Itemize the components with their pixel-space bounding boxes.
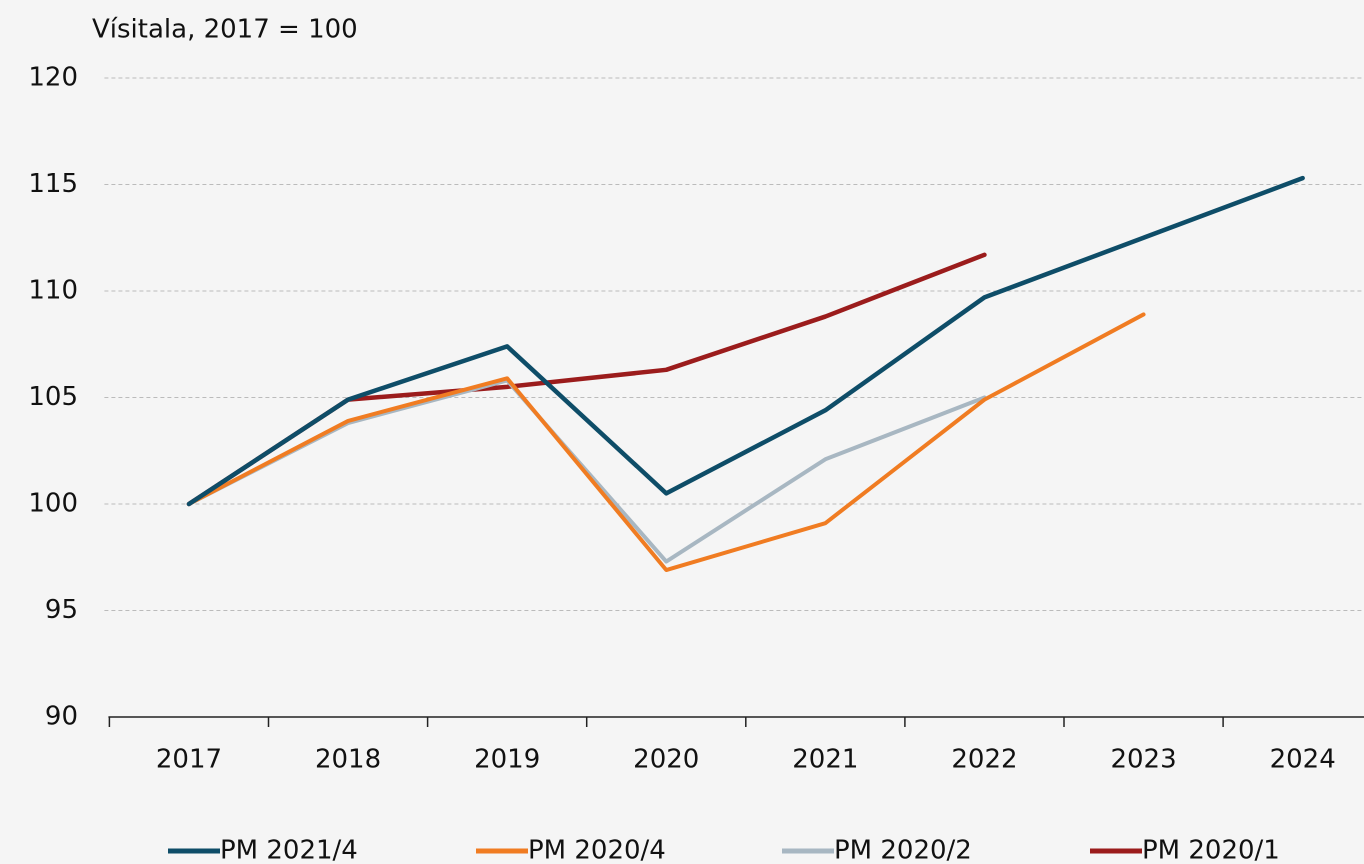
series-line [186,175,1305,507]
y-tick-label: 95 [45,595,78,625]
y-tick-label: 115 [28,169,78,199]
legend-label: PM 2021/4 [220,836,358,864]
x-tick-label: 2021 [792,745,858,775]
legend-label: PM 2020/1 [1142,836,1280,864]
x-tick-label: 2020 [633,745,699,775]
legend-label: PM 2020/4 [528,836,666,864]
series-line [186,312,1146,573]
x-tick-label: 2023 [1110,745,1176,775]
x-tick-label: 2019 [474,745,540,775]
y-tick-label: 120 [28,63,78,93]
series-line [186,378,987,564]
y-tick-label: 90 [45,702,78,732]
x-tick-label: 2018 [315,745,381,775]
y-tick-label: 105 [28,382,78,412]
y-tick-label: 110 [28,276,78,306]
x-tick-label: 2017 [156,745,222,775]
legend-label: PM 2020/2 [834,836,972,864]
y-axis-label: Vísitala, 2017 = 100 [92,15,358,45]
x-tick-label: 2022 [951,745,1017,775]
x-tick-label: 2024 [1270,745,1336,775]
y-tick-label: 100 [28,489,78,519]
